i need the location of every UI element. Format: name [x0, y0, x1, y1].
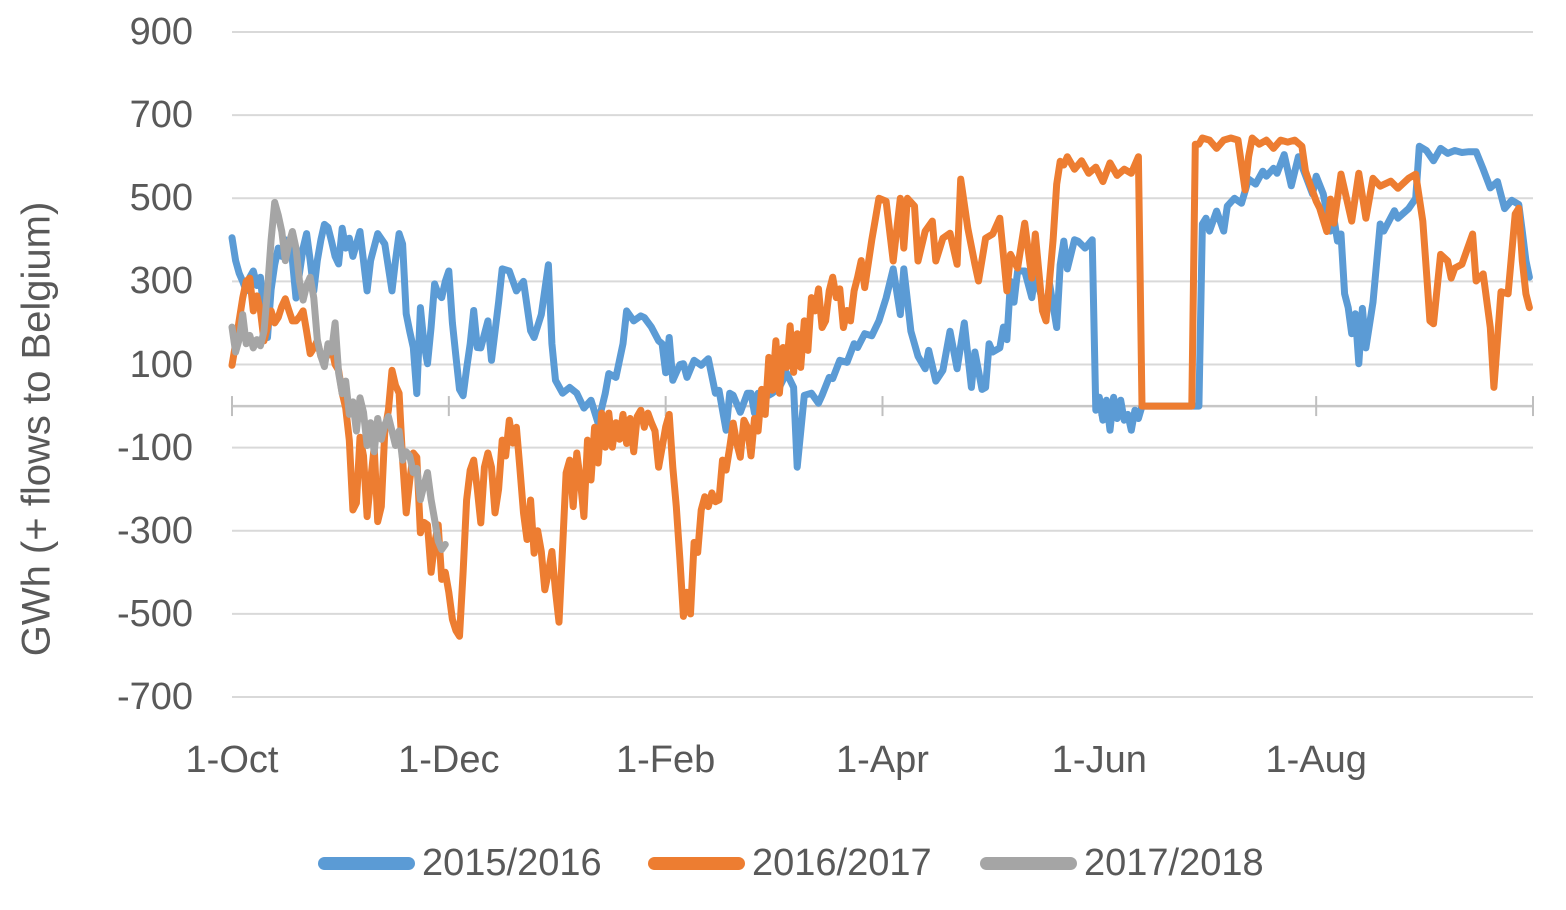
legend-item-2015-2016: 2015/2016 [318, 842, 602, 884]
y-tick-label--500: -500 [116, 592, 193, 635]
legend-line-marker-icon [318, 856, 415, 870]
x-tick-label-1-Dec: 1-Dec [398, 739, 500, 781]
y-tick-label--300: -300 [116, 509, 193, 552]
legend-line-marker-icon [980, 856, 1077, 870]
legend-label: 2016/2017 [752, 842, 932, 884]
y-tick-label--700: -700 [116, 676, 193, 718]
y-tick-label-100: 100 [129, 343, 193, 386]
y-tick-label-300: 300 [129, 260, 193, 303]
legend-label: 2017/2018 [1084, 842, 1264, 884]
y-tick-label-700: 700 [129, 94, 193, 137]
series-line-2015-2016 [228, 142, 1533, 471]
x-tick-label-1-Jun: 1-Jun [1051, 739, 1147, 781]
x-tick-label-1-Aug: 1-Aug [1265, 739, 1367, 781]
x-tick-label-1-Feb: 1-Feb [616, 739, 716, 781]
y-tick-label-900: 900 [129, 11, 193, 53]
legend-item-2016-2017: 2016/2017 [648, 842, 932, 884]
y-tick-label-500: 500 [129, 177, 193, 220]
legend-label: 2015/2016 [422, 842, 602, 884]
x-tick-label-1-Oct: 1-Oct [185, 739, 279, 781]
series-line-2016-2017 [228, 134, 1533, 640]
y-tick-label--100: -100 [116, 426, 193, 469]
legend-item-2017-2018: 2017/2018 [980, 842, 1264, 884]
x-tick-label-1-Apr: 1-Apr [836, 739, 929, 781]
series-line-2017-2018 [228, 198, 449, 553]
legend-line-marker-icon [648, 856, 745, 870]
